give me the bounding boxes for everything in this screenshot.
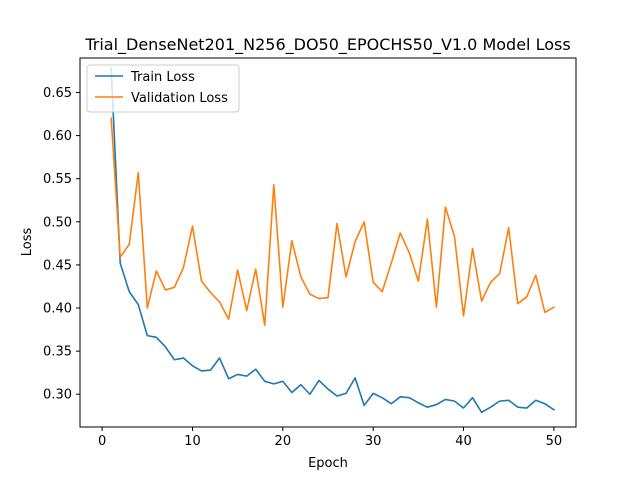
chart-title: Trial_DenseNet201_N256_DO50_EPOCHS50_V1.… (84, 35, 570, 55)
x-tick-label: 30 (365, 434, 382, 449)
y-tick-label: 0.60 (43, 129, 72, 144)
y-tick-label: 0.30 (43, 388, 72, 403)
x-tick-label: 10 (184, 434, 201, 449)
plot-area (79, 57, 577, 428)
legend: Train Loss Validation Loss (86, 64, 240, 113)
legend-box (86, 64, 240, 113)
x-tick-label: 50 (546, 434, 563, 449)
y-tick-label: 0.40 (43, 302, 72, 317)
x-tick-label: 0 (98, 434, 106, 449)
legend-label-train-loss: Train Loss (130, 70, 195, 85)
y-axis-label: Loss (20, 228, 35, 257)
x-tick-label: 20 (275, 434, 292, 449)
series-line-validation-loss (110, 117, 555, 327)
y-tick-label: 0.50 (43, 215, 72, 230)
series-line-train-loss (110, 67, 555, 414)
legend-label-validation-loss: Validation Loss (131, 91, 228, 106)
y-axis-ticks: 0.30 0.35 0.40 0.45 0.50 0.55 0.60 0.65 (43, 86, 80, 403)
y-tick-label: 0.35 (43, 345, 72, 360)
plot-frame (79, 57, 577, 428)
x-axis-label: Epoch (308, 456, 348, 471)
series-layer (110, 67, 555, 414)
y-tick-label: 0.45 (43, 258, 72, 273)
x-axis-ticks: 0 10 20 30 40 50 (98, 427, 562, 449)
y-tick-label: 0.65 (43, 86, 72, 101)
y-tick-label: 0.55 (43, 172, 72, 187)
x-tick-label: 40 (455, 434, 472, 449)
